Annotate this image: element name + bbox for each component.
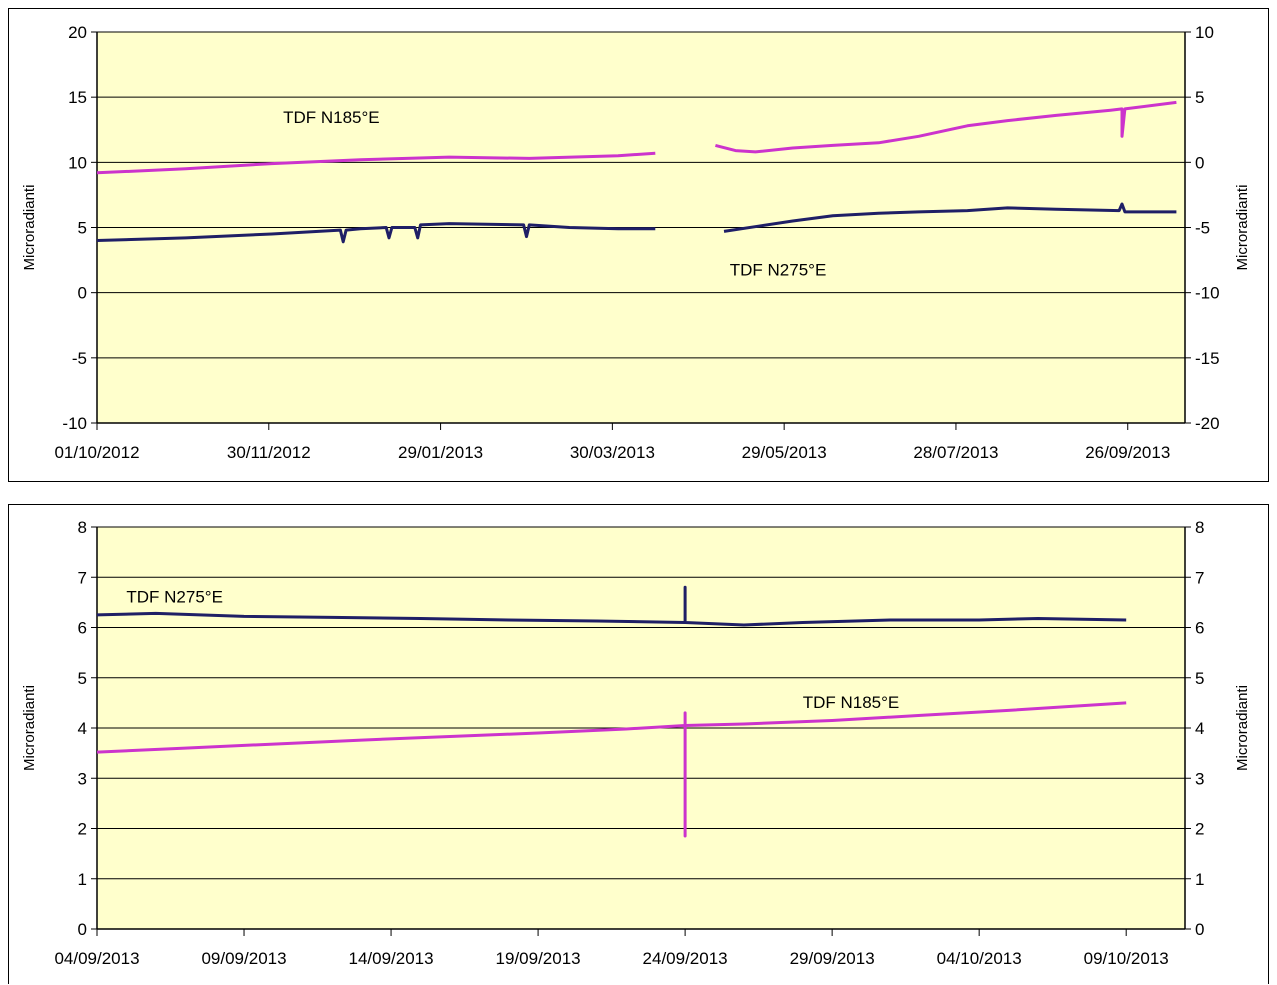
x-tick-label: 29/09/2013 [790,949,875,968]
y-tick-label-right: 2 [1195,820,1204,839]
series-line-0 [96,585,1127,627]
y-tick-label-right: 0 [1195,153,1204,172]
y-axis-label-left: Microradianti [21,185,38,271]
y-tick-label-left: 5 [78,669,87,688]
y-axis-label-left: Microradianti [21,685,38,771]
y-tick-label-left: 4 [78,719,87,738]
series-line-0 [96,151,656,175]
y-tick-label-left: 3 [78,769,87,788]
y-tick-label-left: 0 [78,920,87,939]
x-tick-label: 29/01/2013 [398,443,483,462]
series-annotation: TDF N185°E [803,693,900,712]
x-tick-label: 26/09/2013 [1085,443,1170,462]
y-tick-label-right: 3 [1195,769,1204,788]
x-tick-label: 14/09/2013 [349,949,434,968]
y-tick-label-right: -10 [1195,284,1220,303]
x-tick-label: 09/10/2013 [1084,949,1169,968]
x-tick-label: 24/09/2013 [643,949,728,968]
y-tick-label-right: 4 [1195,719,1204,738]
x-tick-label: 19/09/2013 [496,949,581,968]
x-tick-label: 01/10/2012 [54,443,139,462]
chart-top-panel: 20 10 15 5 10 0 5 -5 0 -10 -5 -15 -10 -20 01/10/2012 30… [8,8,1269,482]
y-tick-label-right: -15 [1195,349,1220,368]
series-annotation: TDF N275°E [126,587,223,606]
x-tick-label: 04/09/2013 [54,949,139,968]
series-line-1 [96,222,656,244]
series-annotation: TDF N185°E [283,108,380,127]
y-tick-label-left: 1 [78,870,87,889]
y-tick-label-left: 8 [78,518,87,537]
y-axis-label-right: Microradianti [1234,185,1251,271]
y-tick-label-left: 0 [78,284,87,303]
y-tick-label-left: 5 [78,219,87,238]
y-tick-label-left: -10 [62,414,87,433]
y-tick-label-right: 5 [1195,669,1204,688]
y-tick-label-right: 1 [1195,870,1204,889]
y-tick-label-left: 10 [68,153,87,172]
chart-bottom-panel: 8 8 7 7 6 6 5 5 4 4 3 3 2 2 1 1 0 0 04/09/2013 09/09/2013 14… [8,504,1269,984]
chart-top: 20 10 15 5 10 0 5 -5 0 -10 -5 -15 -10 -20 01/10/2012 30… [21,23,1251,462]
y-tick-label-left: 20 [68,23,87,42]
y-tick-label-left: 6 [78,619,87,638]
y-tick-label-right: 0 [1195,920,1204,939]
x-tick-label: 04/10/2013 [937,949,1022,968]
x-tick-label: 30/03/2013 [570,443,655,462]
y-tick-label-left: 15 [68,88,87,107]
series-annotation: TDF N275°E [730,261,827,280]
series-line-1 [96,701,1127,838]
y-tick-label-right: 10 [1195,23,1214,42]
series-line-0 [715,100,1177,154]
chart-bottom: 8 8 7 7 6 6 5 5 4 4 3 3 2 2 1 1 0 0 04/09/2013 09/09/2013 14… [21,518,1251,968]
y-tick-label-right: 8 [1195,518,1204,537]
y-axis-label-right: Microradianti [1234,685,1251,771]
x-tick-label: 28/07/2013 [913,443,998,462]
y-tick-label-left: -5 [72,349,87,368]
y-tick-label-left: 7 [78,568,87,587]
x-tick-label: 30/11/2012 [227,443,311,462]
y-tick-label-right: 5 [1195,88,1204,107]
x-tick-label: 29/05/2013 [742,443,827,462]
y-tick-label-right: 7 [1195,568,1204,587]
y-tick-label-right: 6 [1195,619,1204,638]
y-tick-label-right: -5 [1195,219,1210,238]
x-tick-label: 09/09/2013 [201,949,286,968]
series-line-1 [723,202,1177,233]
y-tick-label-right: -20 [1195,414,1220,433]
y-tick-label-left: 2 [78,820,87,839]
